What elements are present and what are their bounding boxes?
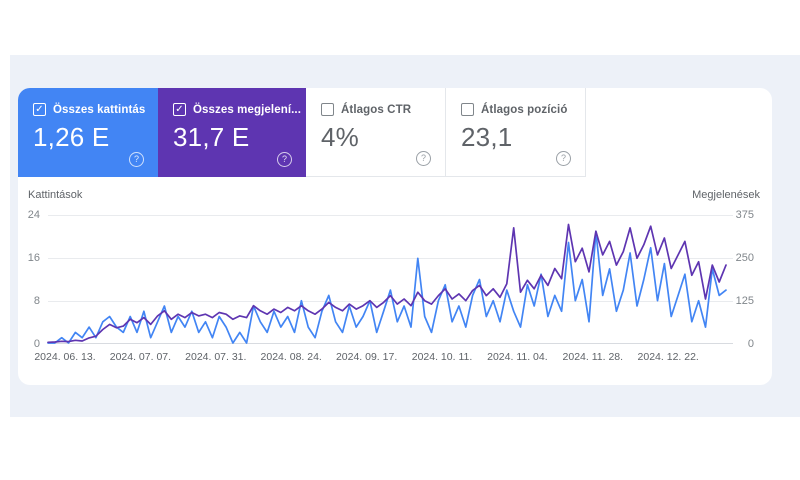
metric-tile-total-clicks[interactable]: ✓ Összes kattintás 1,26 E? [18, 88, 158, 177]
metric-tile-total-impressions[interactable]: ✓ Összes megjelení... 31,7 E? [158, 88, 306, 177]
total-impressions-label: Összes megjelení... [193, 103, 302, 116]
help-icon[interactable]: ? [129, 152, 144, 167]
date-tick-label: 2024. 07. 31. [185, 351, 247, 363]
performance-card: ✓ Összes kattintás 1,26 E? ✓ Összes megjelen… [18, 88, 772, 385]
date-tick-label: 2024. 11. 28. [562, 351, 624, 363]
total-clicks-checkbox[interactable]: ✓ [33, 103, 46, 116]
help-icon[interactable]: ? [556, 151, 571, 166]
left-tick-label: 0 [33, 338, 40, 350]
date-tick-label: 2024. 12. 22. [637, 351, 699, 363]
metric-tile-header: Átlagos pozíció [461, 103, 585, 116]
average-ctr-value: 4% [321, 122, 359, 152]
help-icon[interactable]: ? [416, 151, 431, 166]
metric-tile-average-ctr[interactable]: Átlagos CTR 4%? [306, 88, 446, 177]
left-tick-label: 8 [33, 295, 40, 307]
right-tick-label: 250 [735, 252, 754, 264]
metric-tile-header: ✓ Összes megjelení... [173, 103, 306, 116]
metric-tiles-row: ✓ Összes kattintás 1,26 E? ✓ Összes megjelen… [18, 88, 772, 177]
metric-tile-header: ✓ Összes kattintás [33, 103, 158, 116]
date-tick-label: 2024. 06. 13. [34, 351, 96, 363]
content-panel: ✓ Összes kattintás 1,26 E? ✓ Összes megjelen… [10, 55, 800, 417]
average-position-value: 23,1 [461, 122, 513, 152]
metric-tile-header: Átlagos CTR [321, 103, 445, 116]
average-ctr-checkbox[interactable] [321, 103, 334, 116]
left-axis-title: Kattintások [28, 189, 83, 201]
total-clicks-value: 1,26 E [33, 122, 110, 152]
metric-tile-average-position[interactable]: Átlagos pozíció 23,1? [446, 88, 586, 177]
left-tick-label: 16 [27, 252, 40, 264]
date-tick-label: 2024. 07. 07. [109, 351, 172, 363]
date-tick-label: 2024. 10. 11. [411, 351, 473, 363]
right-tick-label: 375 [735, 209, 754, 221]
average-ctr-label: Átlagos CTR [341, 103, 412, 116]
average-position-label: Átlagos pozíció [481, 103, 568, 116]
total-impressions-value: 31,7 E [173, 122, 250, 152]
right-axis-title: Megjelenések [692, 189, 760, 201]
total-impressions-checkbox[interactable]: ✓ [173, 103, 186, 116]
help-icon[interactable]: ? [277, 152, 292, 167]
line-chart-plot[interactable] [47, 215, 733, 344]
right-tick-label: 0 [747, 338, 754, 350]
date-tick-label: 2024. 11. 04. [487, 351, 548, 363]
date-tick-label: 2024. 08. 24. [260, 351, 322, 363]
right-tick-label: 125 [735, 295, 754, 307]
series-line-impressions [47, 223, 727, 344]
left-tick-label: 24 [27, 209, 40, 221]
date-tick-label: 2024. 09. 17. [335, 351, 398, 363]
average-position-checkbox[interactable] [461, 103, 474, 116]
total-clicks-label: Összes kattintás [53, 103, 146, 116]
